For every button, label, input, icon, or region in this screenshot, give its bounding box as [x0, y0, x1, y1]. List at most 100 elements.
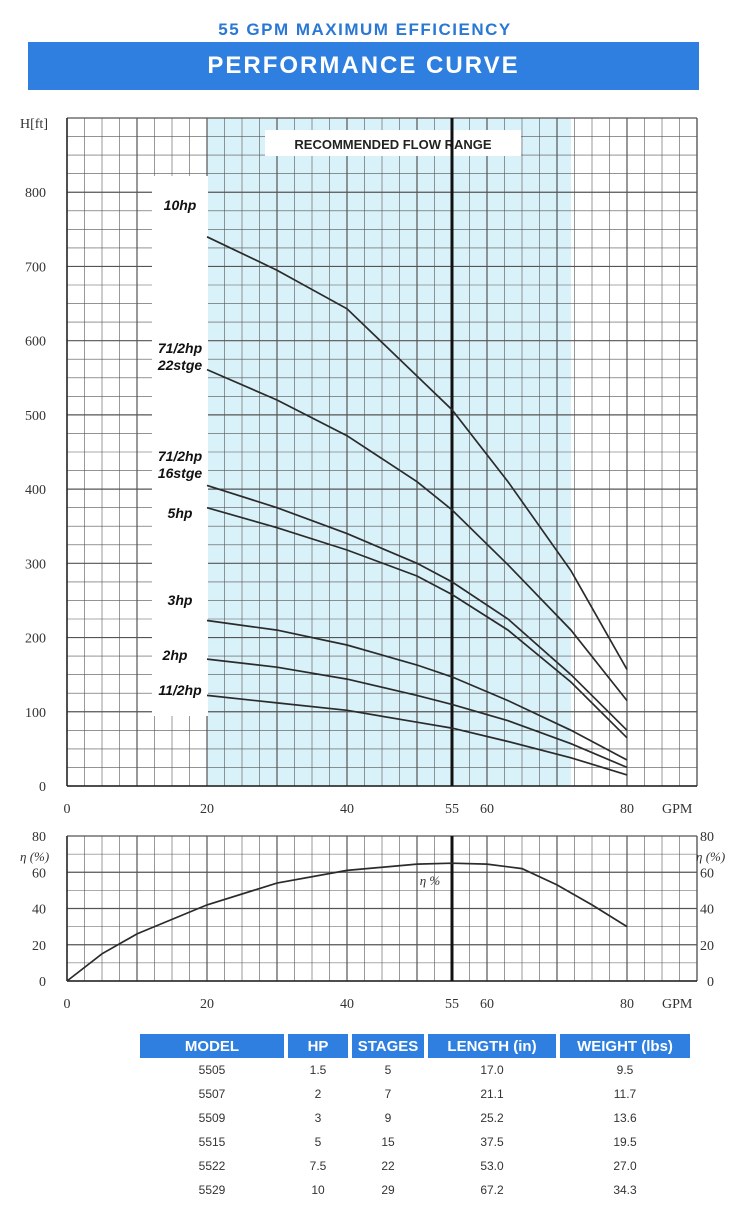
eff-x-tick-label: 60 [480, 997, 494, 1012]
eff-x-tick-label: 20 [200, 997, 214, 1012]
x-tick-label: 60 [480, 802, 494, 817]
table-cell: 5515 [198, 1135, 226, 1149]
head-curve [206, 506, 628, 739]
curve-label-line: 5hp [168, 505, 193, 521]
curve-label: 71/2hp 16stge [158, 448, 203, 481]
curve-label-line: 2hp [162, 647, 188, 663]
table-cell: 5507 [198, 1087, 226, 1101]
table-cell: 5 [384, 1063, 392, 1077]
x-axis-title: GPM [662, 802, 693, 817]
y-tick-label: 300 [25, 557, 46, 572]
curve-label-line: 11/2hp [158, 682, 202, 698]
y-tick-label: 600 [25, 335, 46, 350]
table-header-row: MODEL HP STAGES LENGTH (in) WEIGHT (lbs) [140, 1034, 690, 1058]
eff-y-axis-title-right: η (%) [696, 849, 725, 864]
curve-label: 10hp [164, 197, 197, 213]
efficiency-curve-label: η % [420, 873, 441, 888]
y-axis-title: H[ft] [20, 117, 48, 132]
table-cell: 25.2 [480, 1111, 504, 1125]
recommended-flow-label: RECOMMENDED FLOW RANGE [294, 137, 491, 152]
y-tick-label: 700 [25, 260, 46, 275]
x-tick-label: 55 [445, 802, 459, 817]
curve-label-line: 3hp [168, 592, 193, 608]
curve-label: 71/2hp 22stge [157, 340, 203, 373]
curve-label: 2hp [162, 647, 188, 663]
table-cell: 5 [314, 1135, 322, 1149]
y-tick-label: 200 [25, 632, 46, 647]
y-tick-label: 800 [25, 186, 46, 201]
eff-y-tick-right: 0 [707, 975, 714, 990]
x-tick-label: 0 [64, 802, 71, 817]
chart-title-banner: PERFORMANCE CURVE [28, 42, 699, 90]
curve-label-line: 71/2hp [158, 340, 203, 356]
x-tick-label: 20 [200, 802, 214, 817]
curve-label: 5hp [168, 505, 193, 521]
efficiency-curve [66, 862, 628, 982]
eff-y-tick-left: 60 [32, 866, 46, 881]
table-cell: 37.5 [480, 1135, 504, 1149]
eff-x-axis-title: GPM [662, 997, 693, 1012]
efficiency-chart: η % 0 0 20 20 40 40 60 60 80 80 η (%) η (%) 0 20 40 55 60… [20, 830, 725, 1012]
table-row: 5529 10 29 67.2 34.3 [140, 1178, 690, 1202]
table-cell: 53.0 [480, 1159, 504, 1173]
model-specs-table: MODEL HP STAGES LENGTH (in) WEIGHT (lbs)… [136, 1034, 694, 1202]
table-cell: 1.5 [309, 1063, 327, 1077]
eff-x-tick-label: 40 [340, 997, 354, 1012]
eff-y-tick-right: 80 [700, 830, 714, 845]
table-cell: 15 [381, 1135, 395, 1149]
header-weight: WEIGHT (lbs) [560, 1034, 690, 1058]
header-stages: STAGES [352, 1034, 424, 1058]
eff-y-tick-right: 20 [700, 939, 714, 954]
eff-y-tick-left: 20 [32, 939, 46, 954]
x-tick-label: 40 [340, 802, 354, 817]
table-cell: 7 [384, 1087, 392, 1101]
head-curve [206, 694, 628, 776]
curve-label-line: 16stge [158, 465, 203, 481]
header-model: MODEL [140, 1034, 284, 1058]
chart-subtitle: 55 GPM MAXIMUM EFFICIENCY [218, 20, 512, 39]
y-tick-label: 400 [25, 483, 46, 498]
table-row: 5505 1.5 5 17.0 9.5 [140, 1058, 690, 1082]
curve-label-line: 22stge [157, 357, 203, 373]
table-cell: 27.0 [613, 1159, 637, 1173]
table-cell: 7.5 [309, 1159, 327, 1173]
table-cell: 9.5 [616, 1063, 634, 1077]
table-cell: 67.2 [480, 1183, 504, 1197]
table-row: 5522 7.5 22 53.0 27.0 [140, 1154, 690, 1178]
y-tick-label: 0 [39, 780, 46, 795]
table-row: 5509 3 9 25.2 13.6 [140, 1106, 690, 1130]
y-tick-label: 100 [25, 706, 46, 721]
header-length: LENGTH (in) [428, 1034, 556, 1058]
table-cell: 5529 [198, 1183, 226, 1197]
curve-label-column [152, 176, 208, 716]
curve-label: 11/2hp [158, 682, 202, 698]
y-tick-label: 500 [25, 409, 46, 424]
eff-x-tick-label: 55 [445, 997, 459, 1012]
table-cell: 9 [384, 1111, 392, 1125]
table-row: 5507 2 7 21.1 11.7 [140, 1082, 690, 1106]
curve-label-line: 10hp [164, 197, 197, 213]
table-cell: 34.3 [613, 1183, 637, 1197]
head-curve [206, 368, 628, 702]
table-cell: 19.5 [613, 1135, 637, 1149]
eff-y-tick-left: 40 [32, 903, 46, 918]
head-curve [206, 619, 628, 761]
curve-label: 3hp [168, 592, 193, 608]
table-cell: 13.6 [613, 1111, 637, 1125]
table-cell: 29 [381, 1183, 395, 1197]
header-hp: HP [288, 1034, 348, 1058]
eff-x-tick-label: 0 [64, 997, 71, 1012]
table-cell: 11.7 [613, 1087, 637, 1101]
eff-y-axis-title-left: η (%) [20, 849, 49, 864]
table-cell: 21.1 [480, 1087, 504, 1101]
recommended-flow-label-box [265, 130, 521, 156]
eff-y-tick-right: 60 [700, 866, 714, 881]
x-tick-label: 80 [620, 802, 634, 817]
table-cell: 3 [314, 1111, 322, 1125]
eff-y-tick-left: 0 [39, 975, 46, 990]
table-cell: 5522 [198, 1159, 226, 1173]
table-cell: 5505 [198, 1063, 226, 1077]
eff-x-tick-label: 80 [620, 997, 634, 1012]
